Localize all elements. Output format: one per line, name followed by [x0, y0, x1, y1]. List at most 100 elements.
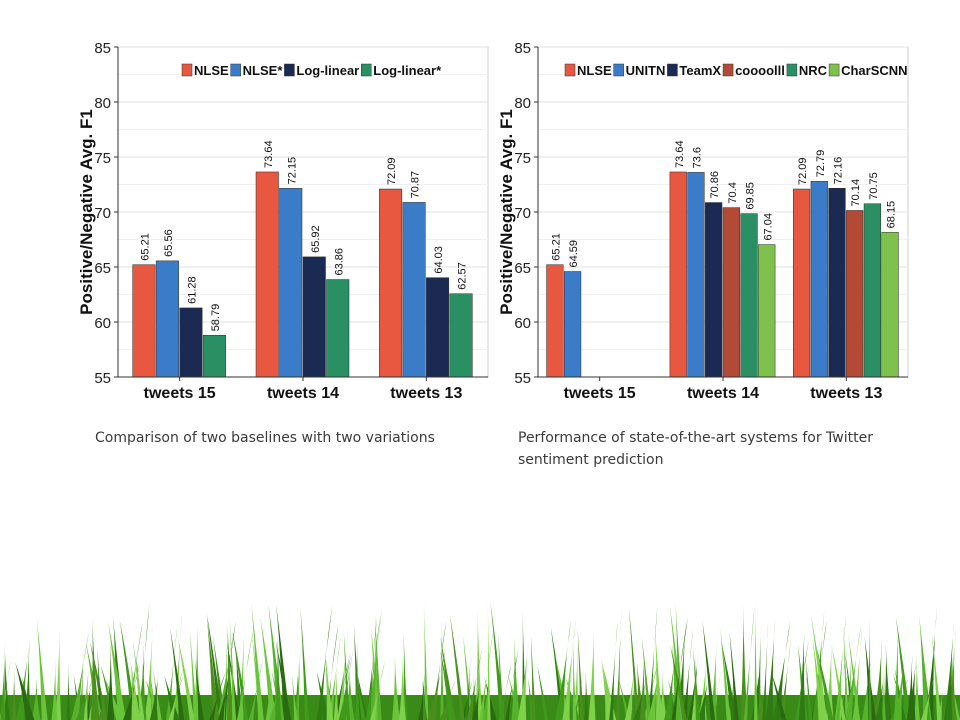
grass-blade — [206, 617, 220, 720]
grass-blade — [647, 605, 658, 720]
chart-right-bar — [687, 172, 705, 378]
chart-right-data-label: 73.64 — [674, 140, 686, 168]
chart-left-legend-swatch — [181, 63, 193, 77]
chart-right-legend-label: NLSE — [577, 63, 612, 78]
grass-blade — [449, 614, 465, 720]
chart-right-legend-label: coooolll — [735, 63, 785, 78]
chart-right-bar — [828, 187, 846, 378]
grass-blade — [721, 642, 738, 720]
grass-blade — [530, 634, 537, 720]
chart-left-legend-label: Log-linear — [296, 63, 359, 78]
chart-left-data-label: 61.28 — [186, 276, 198, 304]
chart-right-y-axis-label: Positive/Negative Avg. F1 — [497, 109, 516, 315]
chart-right-data-label: 72.16 — [832, 157, 844, 185]
grass-blade — [98, 678, 109, 720]
grass-blade — [798, 620, 806, 720]
grass-blade — [194, 660, 204, 720]
chart-right-legend-swatch — [667, 63, 678, 77]
grass-blade — [55, 620, 62, 720]
grass-blade — [868, 615, 872, 720]
grass-blade — [460, 679, 473, 720]
grass-blade — [487, 600, 491, 720]
chart-right-data-label: 70.75 — [868, 172, 880, 200]
grass-blade — [335, 651, 351, 720]
chart-right-y-tick-label: 60 — [514, 315, 531, 332]
grass-blade — [671, 617, 688, 720]
grass-blade — [825, 641, 834, 720]
chart-right-bar — [705, 202, 723, 378]
grass-blade — [511, 636, 520, 720]
grass-blade — [66, 662, 71, 720]
grass-blade — [893, 618, 900, 720]
grass-blade — [138, 602, 150, 720]
chart-right-data-label: 65.21 — [550, 233, 562, 261]
chart-right-x-tick-label: tweets 15 — [564, 385, 636, 402]
grass-blade — [132, 640, 145, 720]
grass-blade — [639, 651, 646, 720]
grass-blade — [0, 641, 6, 720]
chart-left-data-label: 62.57 — [457, 262, 469, 290]
grass-blade — [466, 647, 483, 720]
chart-left-data-label: 72.09 — [386, 157, 398, 185]
chart-right-y-tick-label: 80 — [514, 95, 531, 112]
grass-blade — [601, 664, 615, 720]
grass-blade — [710, 637, 717, 720]
grass-blade — [170, 628, 185, 720]
grass-blade — [943, 620, 954, 720]
grass-blade — [816, 645, 834, 720]
chart-right-bar — [758, 244, 776, 378]
grass-blade — [430, 620, 447, 720]
chart-right-y-tick-label: 85 — [514, 40, 531, 57]
chart-left-caption: Comparison of two baselines with two var… — [95, 430, 435, 446]
grass-blade — [837, 666, 850, 720]
grass-blade — [463, 635, 473, 720]
grass-blade — [316, 605, 333, 720]
grass-blade — [537, 665, 548, 720]
chart-right-data-label: 64.59 — [568, 240, 580, 268]
grass-blade — [852, 626, 863, 720]
chart-right-bar — [669, 171, 687, 378]
grass-blade — [235, 647, 244, 720]
chart-left-bar — [202, 335, 226, 378]
grass-blade — [925, 605, 938, 720]
grass-blade — [584, 670, 589, 720]
grass-blade — [618, 679, 630, 720]
chart-left-data-label: 65.92 — [310, 225, 322, 253]
chart-left-y-tick-label: 70 — [94, 205, 111, 222]
grass-blade — [355, 668, 366, 720]
chart-left-bar — [179, 307, 203, 378]
grass-blade — [655, 629, 663, 720]
chart-left-data-label: 65.21 — [139, 233, 151, 261]
grass-blade — [835, 646, 848, 720]
grass-blade — [269, 679, 280, 720]
grass-blade — [337, 627, 349, 720]
grass-blade — [757, 678, 766, 720]
grass-blade — [300, 606, 310, 720]
grass-blade — [232, 630, 249, 720]
grass-blade — [765, 618, 776, 720]
grass-blade — [881, 666, 886, 720]
grass-blade — [248, 658, 264, 720]
grass-blade — [424, 603, 429, 720]
grass-blade — [479, 629, 494, 720]
grass-blade — [131, 666, 136, 720]
grass-blade — [392, 655, 400, 720]
chart-right-y-tick-label: 55 — [514, 370, 531, 387]
chart-left-y-tick-label: 75 — [94, 150, 111, 167]
grass-blade — [149, 672, 159, 720]
grass-blade — [324, 648, 334, 720]
grass-blade — [528, 678, 535, 720]
chart-right-data-label: 73.6 — [691, 147, 703, 168]
chart-left-y-axis-label: Positive/Negative Avg. F1 — [77, 109, 96, 315]
grass-blade — [209, 670, 227, 720]
grass-decoration — [0, 600, 960, 720]
chart-right-legend-swatch — [722, 63, 734, 77]
grass-blade — [466, 643, 472, 720]
grass-blade — [642, 657, 660, 720]
chart-right-data-label: 69.85 — [745, 182, 757, 210]
grass-blade — [325, 624, 339, 720]
grass-blade — [295, 630, 302, 720]
grass-blade — [795, 639, 809, 720]
chart-left-bar — [449, 293, 473, 378]
chart-right-data-label: 72.09 — [797, 157, 809, 185]
